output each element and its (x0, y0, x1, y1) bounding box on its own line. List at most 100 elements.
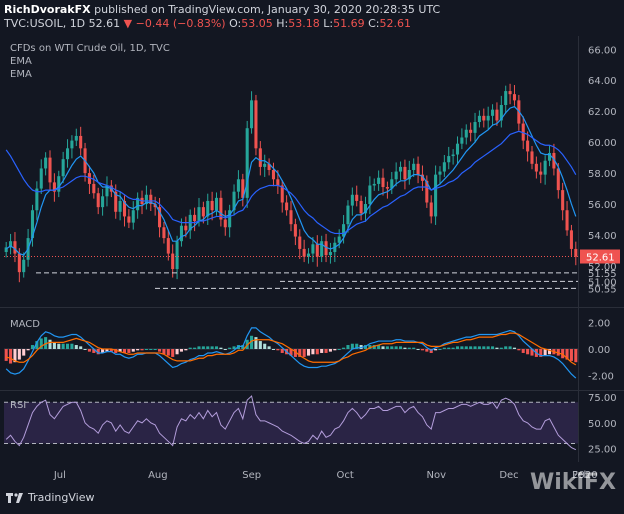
macd-histogram-bar (162, 349, 166, 355)
macd-histogram-bar (179, 349, 183, 352)
candle-body (105, 185, 109, 197)
candle-body (254, 100, 258, 149)
candle-body (74, 135, 78, 141)
month-tick-label: Nov (427, 470, 447, 481)
macd-histogram-bar (96, 349, 100, 355)
candle-body (315, 244, 319, 257)
macd-histogram-bar (499, 347, 503, 349)
candle-body (434, 174, 438, 217)
macd-histogram-bar (9, 349, 13, 364)
month-tick-label: Oct (337, 470, 354, 481)
ema1-legend: EMA (10, 56, 32, 67)
candle-body (547, 152, 552, 161)
candle-body (412, 163, 416, 170)
macd-histogram-bar (434, 349, 438, 351)
macd-histogram-bar (114, 349, 118, 353)
macd-histogram-bar (17, 349, 21, 360)
candle-body (144, 194, 148, 205)
macd-histogram-bar (521, 349, 525, 353)
macd-pane[interactable] (4, 327, 578, 379)
author-name[interactable]: RichDvorakFX (4, 3, 91, 16)
macd-histogram-bar (79, 346, 83, 349)
candle-body (219, 197, 223, 220)
macd-histogram-bar (337, 349, 341, 350)
symbol-label: TVC:USOIL, 1D (4, 17, 86, 30)
macd-histogram-bar (241, 345, 245, 349)
support-level-label: 51.00 (588, 277, 617, 288)
candle-body (39, 168, 43, 189)
ema-slow-line (5, 130, 577, 235)
candle-body (223, 219, 227, 228)
month-tick-label: 2020 (572, 470, 597, 481)
macd-histogram-bar (122, 349, 127, 353)
candle-body (328, 252, 332, 256)
macd-histogram-bar (420, 349, 424, 351)
month-tick-label: Jul (53, 470, 66, 481)
macd-histogram-bar (258, 341, 262, 349)
macd-histogram-bar (250, 335, 254, 349)
macd-histogram-bar (219, 347, 223, 349)
month-tick-label: Aug (148, 470, 168, 481)
candle-body (512, 94, 516, 101)
macd-histogram-bar (491, 346, 495, 349)
candle-body (250, 100, 254, 129)
macd-histogram-bar (44, 337, 48, 349)
macd-histogram-bar (517, 349, 521, 351)
macd-histogram-bar (477, 346, 481, 349)
macd-histogram-bar (254, 337, 258, 349)
candle-body (48, 157, 52, 183)
macd-histogram-bar (561, 349, 565, 359)
candle-body (526, 140, 530, 152)
macd-histogram-bar (455, 346, 460, 349)
macd-histogram-bar (363, 345, 368, 349)
macd-histogram-bar (127, 349, 131, 353)
candle-body (552, 152, 556, 169)
macd-histogram-bar (39, 338, 43, 349)
candle-body (416, 163, 420, 175)
macd-histogram-bar (547, 349, 552, 355)
macd-histogram-bar (482, 346, 486, 349)
macd-histogram-bar (201, 346, 205, 349)
candle-body (52, 182, 56, 192)
macd-histogram-bar (171, 349, 175, 357)
macd-histogram-bar (315, 349, 319, 355)
candle-body (565, 210, 569, 231)
macd-histogram-bar (342, 347, 346, 349)
candle-body (101, 196, 105, 208)
macd-histogram-bar (447, 347, 451, 349)
open-value: 53.05 (241, 17, 273, 30)
candle-body (311, 244, 315, 254)
candle-body (241, 179, 245, 198)
macd-tick-label: 2.00 (588, 319, 610, 330)
macd-histogram-bar (105, 349, 109, 352)
macd-histogram-bar (263, 343, 267, 349)
candle-body (271, 170, 276, 180)
macd-histogram-bar (333, 349, 337, 351)
macd-histogram-bar (30, 345, 35, 349)
price-pane[interactable] (4, 83, 578, 289)
price-tick-label: 64.00 (588, 76, 617, 87)
candle-body (306, 253, 311, 257)
macd-histogram-bar (92, 349, 96, 353)
candle-body (569, 230, 573, 249)
macd-histogram-bar (407, 347, 411, 349)
candle-body (320, 241, 324, 257)
macd-histogram-bar (556, 349, 560, 356)
macd-histogram-bar (381, 346, 385, 349)
macd-histogram-bar (289, 349, 293, 356)
macd-histogram-bar (565, 349, 569, 360)
candle-body (127, 216, 131, 223)
candle-body (179, 225, 183, 242)
tradingview-footer[interactable]: TradingView (6, 491, 94, 504)
macd-histogram-bar (293, 349, 297, 357)
macd-histogram-bar (271, 349, 276, 350)
candle-body (228, 210, 232, 228)
macd-line (5, 327, 577, 379)
rsi-pane[interactable] (4, 395, 578, 451)
macd-tick-label: 0.00 (588, 345, 610, 356)
candle-body (258, 148, 262, 167)
macd-histogram-bar (210, 346, 214, 349)
candle-body (30, 210, 35, 239)
candle-body (425, 180, 429, 203)
